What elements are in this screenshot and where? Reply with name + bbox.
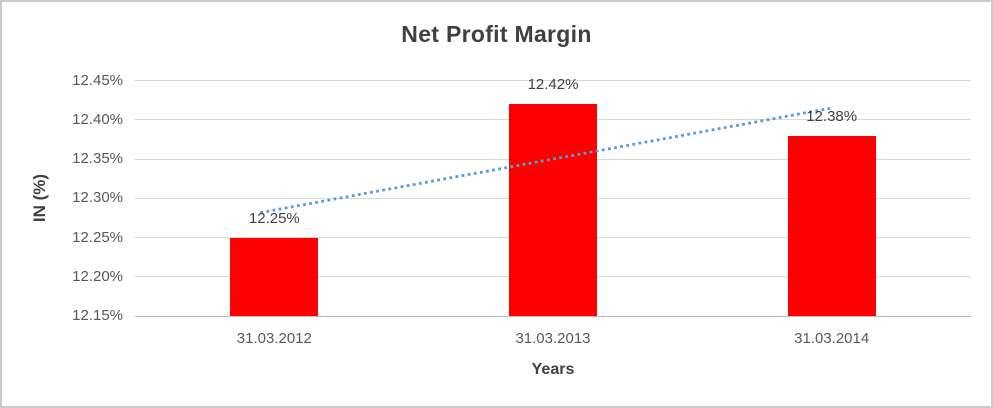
y-tick-label: 12.30%	[72, 189, 123, 207]
data-label: 12.25%	[248, 209, 300, 227]
data-label: 12.38%	[806, 107, 858, 125]
y-tick-label: 12.15%	[72, 307, 123, 324]
bar-31.03.2012	[230, 237, 319, 316]
x-tick-label: 31.03.2012	[236, 330, 312, 347]
data-label: 12.42%	[527, 76, 579, 94]
y-tick-label: 12.20%	[72, 267, 123, 285]
x-axis-line	[135, 315, 971, 317]
x-tick-label: 31.03.2013	[515, 330, 591, 347]
y-tick-label: 12.45%	[72, 71, 123, 89]
gridline	[135, 80, 971, 82]
y-tick-label: 12.40%	[72, 110, 123, 128]
x-tick-label: 31.03.2014	[794, 330, 870, 347]
chart-title: Net Profit Margin	[401, 21, 592, 47]
y-tick-label: 12.35%	[72, 150, 123, 168]
y-tick-label: 12.25%	[72, 228, 123, 246]
x-axis-title: Years	[531, 361, 575, 378]
bar-31.03.2013	[509, 104, 597, 316]
bar-31.03.2014	[787, 135, 876, 316]
